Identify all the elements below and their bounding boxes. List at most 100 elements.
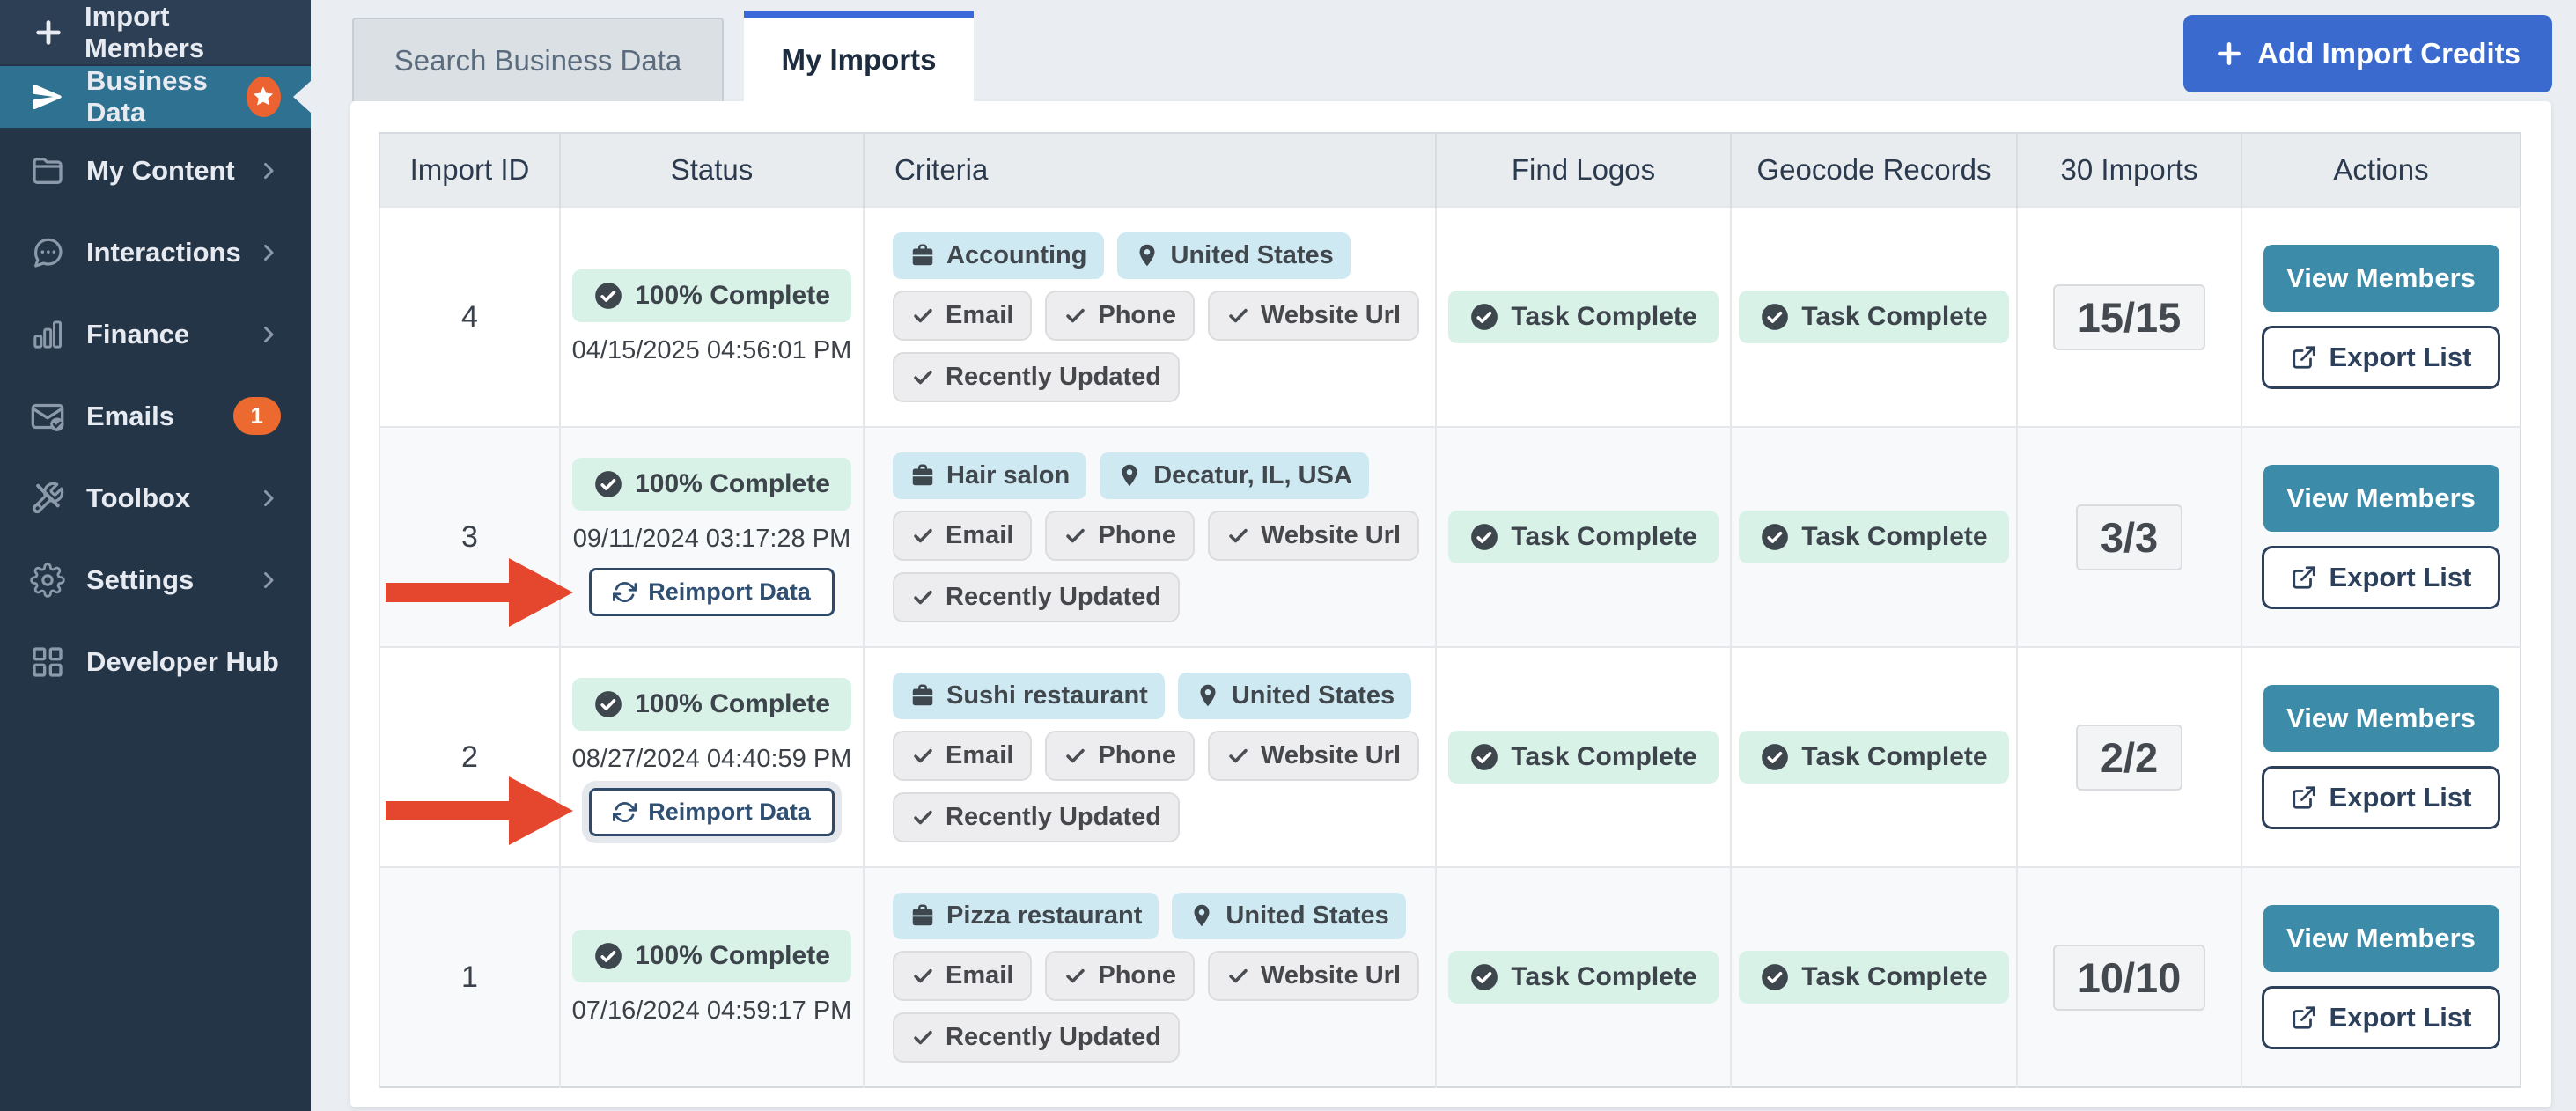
export-list-button[interactable]: Export List [2261,766,2501,829]
tab-search-business-data[interactable]: Search Business Data [352,18,724,101]
emails-unread-badge: 1 [232,397,281,435]
table-header-row: Import ID Status Criteria Find Logos Geo… [379,133,2521,207]
refresh-icon [613,580,637,604]
geocode-status-badge: Task Complete [1739,731,2009,784]
sidebar-item-business-data[interactable]: Business Data [0,65,311,128]
status-date: 07/16/2024 04:59:17 PM [571,996,852,1025]
view-members-button[interactable]: View Members [2263,685,2499,752]
briefcase-icon [909,242,936,269]
check-icon [1064,964,1087,988]
check-icon [1226,524,1250,548]
sidebar-item-label: Emails [86,400,174,431]
sidebar: Import Members Business Data My Content … [0,0,311,1111]
geocode-status-badge: Task Complete [1739,951,2009,1004]
geocode-status-badge: Task Complete [1739,511,2009,563]
sidebar-item-emails[interactable]: Emails 1 [0,375,311,457]
sidebar-item-label: Toolbox [86,482,191,513]
check-circle-icon [593,281,623,311]
col-header-geocode-records: Geocode Records [1730,133,2017,207]
phone-chip: Phone [1045,510,1195,561]
check-icon [1226,304,1250,327]
map-pin-icon [1116,462,1143,489]
email-chip: Email [893,950,1033,1001]
envelope-check-icon [30,399,65,434]
imports-used-count: 2/2 [2075,724,2183,791]
export-list-button[interactable]: Export List [2261,986,2501,1049]
add-import-credits-button[interactable]: Add Import Credits [2183,15,2552,92]
map-pin-icon [1195,682,1221,709]
check-circle-icon [1469,742,1499,772]
check-icon [1064,524,1087,548]
selected-item-notch [293,81,311,113]
sidebar-item-label: Developer Hub [86,645,279,677]
imports-used-count: 15/15 [2052,283,2206,350]
check-circle-icon [1760,302,1790,332]
col-header-import-id: Import ID [379,133,560,207]
annotation-arrow [386,558,573,627]
tab-bar: Search Business Data My Imports Add Impo… [311,0,2576,101]
check-icon [1064,744,1087,768]
imports-card: Import ID Status Criteria Find Logos Geo… [350,101,2551,1107]
export-list-button[interactable]: Export List [2261,326,2501,389]
check-icon [1226,964,1250,988]
check-circle-icon [1469,522,1499,552]
briefcase-icon [909,682,936,709]
email-chip: Email [893,290,1033,341]
status-badge: 100% Complete [572,929,851,982]
reimport-data-button[interactable]: Reimport Data [589,568,835,616]
location-chip: United States [1177,672,1412,719]
tab-my-imports[interactable]: My Imports [744,11,974,101]
recently-updated-chip: Recently Updated [893,351,1180,402]
recently-updated-chip: Recently Updated [893,1012,1180,1063]
main-content: Search Business Data My Imports Add Impo… [311,0,2576,1111]
email-chip: Email [893,730,1033,781]
check-icon [911,744,935,768]
export-list-button[interactable]: Export List [2261,546,2501,609]
status-badge: 100% Complete [572,458,851,511]
chevron-right-icon [256,568,281,592]
status-badge: 100% Complete [572,269,851,322]
view-members-button[interactable]: View Members [2263,245,2499,312]
sidebar-item-label: Import Members [85,0,205,63]
website-url-chip: Website Url [1208,950,1420,1001]
sidebar-item-import-members[interactable]: Import Members [0,0,311,64]
chat-bubble-icon [30,235,65,270]
table-row: 4 100% Complete 04/15/2025 04:56:01 PM A… [379,206,2521,427]
import-id: 3 [461,519,478,554]
import-id: 1 [461,960,478,994]
briefcase-icon [909,462,936,489]
sidebar-item-label: Business Data [86,65,208,128]
sidebar-item-label: My Content [86,154,235,186]
sidebar-item-finance[interactable]: Finance [0,293,311,375]
check-icon [1226,744,1250,768]
phone-chip: Phone [1045,950,1195,1001]
check-circle-icon [593,469,623,499]
sidebar-item-label: Settings [86,563,195,595]
view-members-button[interactable]: View Members [2263,465,2499,532]
star-icon [246,77,281,117]
sidebar-item-toolbox[interactable]: Toolbox [0,457,311,539]
reimport-data-button[interactable]: Reimport Data [589,788,835,836]
import-id: 4 [461,299,478,334]
sidebar-item-my-content[interactable]: My Content [0,129,311,211]
sidebar-item-settings[interactable]: Settings [0,539,311,621]
chevron-right-icon [256,158,281,183]
check-icon [911,524,935,548]
location-chip: United States [1116,232,1351,279]
website-url-chip: Website Url [1208,290,1420,341]
chevron-right-icon [256,240,281,265]
check-icon [911,365,935,389]
email-chip: Email [893,510,1033,561]
view-members-button[interactable]: View Members [2263,905,2499,972]
sidebar-item-developer-hub[interactable]: Developer Hub [0,621,311,703]
find-logos-status-badge: Task Complete [1448,511,1719,563]
col-header-status: Status [559,133,864,207]
plus-icon [2215,40,2243,68]
status-date: 04/15/2025 04:56:01 PM [571,335,852,364]
sidebar-item-interactions[interactable]: Interactions [0,211,311,293]
annotation-arrow [386,776,573,845]
check-icon [911,304,935,327]
bar-chart-icon [30,317,65,352]
find-logos-status-badge: Task Complete [1448,731,1719,784]
find-logos-status-badge: Task Complete [1448,291,1719,343]
